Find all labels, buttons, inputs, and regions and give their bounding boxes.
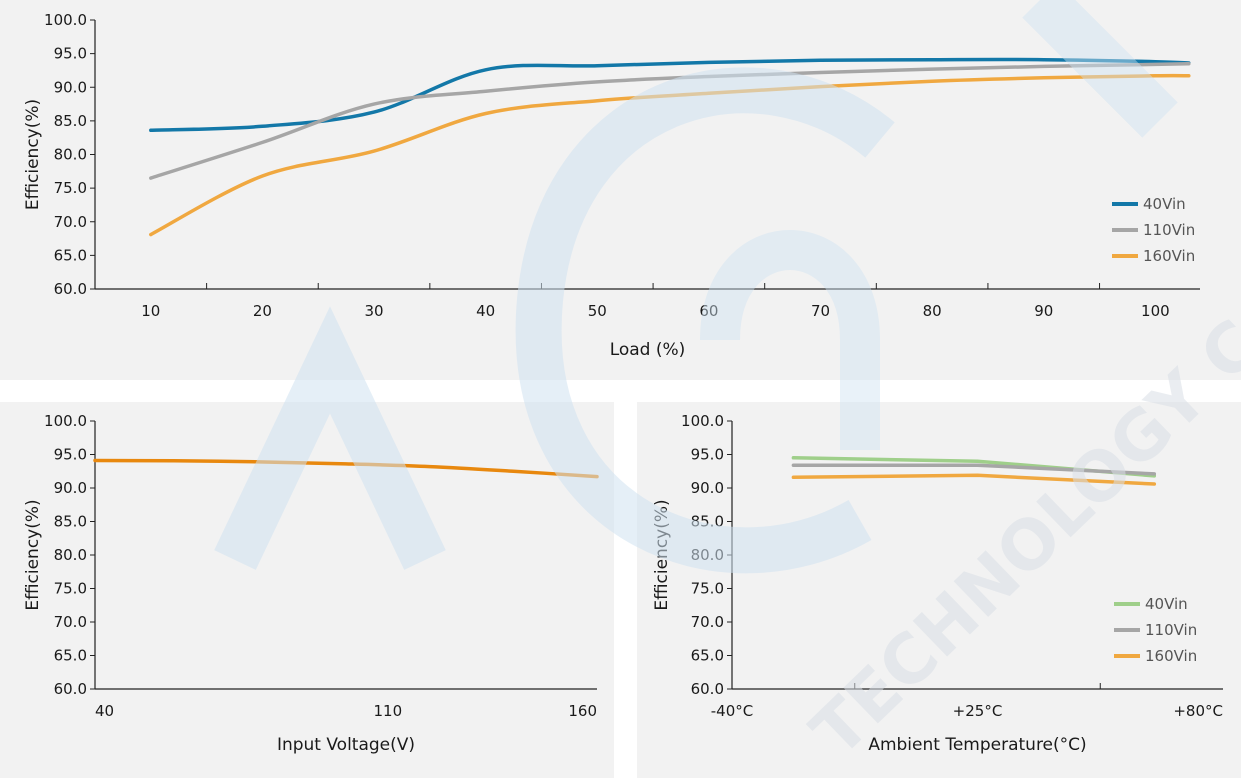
load-x-tick-label: 10 — [141, 302, 160, 320]
load-efficiency-chart: 60.0 65.0 70.0 75.0 80.0 85.0 90.0 95.0 100.0 10 2… — [0, 0, 1241, 380]
temperature-efficiency-chart: 60.0 65.0 70.0 75.0 80.0 85.0 90.0 95.0 100.0 -40… — [637, 402, 1241, 778]
load-x-axis-title: Load (%) — [610, 340, 686, 360]
load-y-tick-label: 65.0 — [54, 246, 87, 264]
temp-y-tick-label: 90.0 — [691, 479, 724, 497]
voltage-y-tick-label: 65.0 — [54, 647, 87, 665]
temp-x-tick-label: +25°C — [953, 702, 1003, 720]
temp-y-tick-label: 70.0 — [691, 613, 724, 631]
voltage-chart-svg: 60.0 65.0 70.0 75.0 80.0 85.0 90.0 95.0 100.0 40 1… — [23, 412, 599, 755]
voltage-y-tick-label: 75.0 — [54, 580, 87, 598]
temp-y-tick-label: 75.0 — [691, 580, 724, 598]
voltage-y-tick-label: 85.0 — [54, 513, 87, 531]
load-chart-svg: 60.0 65.0 70.0 75.0 80.0 85.0 90.0 95.0 100.0 10 2… — [23, 11, 1200, 360]
load-series-line-160Vin — [149, 73, 1191, 237]
load-y-tick-label: 95.0 — [54, 45, 87, 63]
load-legend-label: 40Vin — [1143, 195, 1186, 213]
voltage-x-tick-label: 160 — [568, 702, 597, 720]
voltage-y-tick-label: 100.0 — [44, 412, 87, 430]
load-x-tick-label: 50 — [588, 302, 607, 320]
voltage-y-tick-label: 90.0 — [54, 479, 87, 497]
temp-y-tick-label: 100.0 — [681, 412, 724, 430]
temp-legend-label: 160Vin — [1145, 647, 1197, 665]
temp-legend-label: 110Vin — [1145, 621, 1197, 639]
voltage-y-tick-label: 70.0 — [54, 613, 87, 631]
load-y-tick-label: 75.0 — [54, 179, 87, 197]
temp-x-axis-title: Ambient Temperature(°C) — [868, 735, 1086, 755]
load-x-tick-label: 30 — [364, 302, 383, 320]
load-x-tick-label: 70 — [811, 302, 830, 320]
load-series-line-40Vin — [149, 57, 1191, 133]
load-y-tick-label: 70.0 — [54, 213, 87, 231]
load-y-tick-label: 80.0 — [54, 146, 87, 164]
load-x-tick-label: 60 — [699, 302, 718, 320]
temp-y-tick-label: 80.0 — [691, 546, 724, 564]
load-x-tick-label: 40 — [476, 302, 495, 320]
load-x-tick-label: 100 — [1141, 302, 1170, 320]
voltage-series-line-main — [93, 458, 599, 479]
load-legend-label: 110Vin — [1143, 221, 1195, 239]
load-x-tick-label: 80 — [923, 302, 942, 320]
load-y-tick-label: 100.0 — [44, 11, 87, 29]
temp-series-line-160Vin — [791, 473, 1157, 486]
voltage-x-axis-title: Input Voltage(V) — [277, 735, 415, 755]
load-series-line-110Vin — [149, 61, 1191, 180]
temperature-chart-svg: 60.0 65.0 70.0 75.0 80.0 85.0 90.0 95.0 100.0 -40… — [652, 412, 1223, 755]
temp-y-tick-label: 95.0 — [691, 446, 724, 464]
load-x-tick-label: 90 — [1034, 302, 1053, 320]
load-x-tick-label: 20 — [253, 302, 272, 320]
load-y-tick-label: 90.0 — [54, 78, 87, 96]
temp-y-axis-title: Efficiency(%) — [652, 499, 672, 610]
temp-y-tick-label: 85.0 — [691, 513, 724, 531]
temp-y-tick-label: 60.0 — [691, 680, 724, 698]
voltage-x-tick-label: 40 — [95, 702, 114, 720]
voltage-y-tick-label: 80.0 — [54, 546, 87, 564]
voltage-efficiency-chart: 60.0 65.0 70.0 75.0 80.0 85.0 90.0 95.0 100.0 40 1… — [0, 402, 614, 778]
voltage-y-axis-title: Efficiency(%) — [23, 499, 43, 610]
load-y-tick-label: 85.0 — [54, 112, 87, 130]
voltage-y-tick-label: 95.0 — [54, 446, 87, 464]
load-y-tick-label: 60.0 — [54, 280, 87, 298]
temp-legend-label: 40Vin — [1145, 595, 1188, 613]
load-legend-label: 160Vin — [1143, 247, 1195, 265]
temp-x-tick-label: +80°C — [1173, 702, 1223, 720]
temp-series-line-110Vin — [791, 463, 1157, 476]
temp-y-tick-label: 65.0 — [691, 647, 724, 665]
voltage-y-tick-label: 60.0 — [54, 680, 87, 698]
temp-x-tick-label: -40°C — [711, 702, 753, 720]
load-y-axis-title: Efficiency(%) — [23, 99, 43, 210]
voltage-x-tick-label: 110 — [374, 702, 403, 720]
